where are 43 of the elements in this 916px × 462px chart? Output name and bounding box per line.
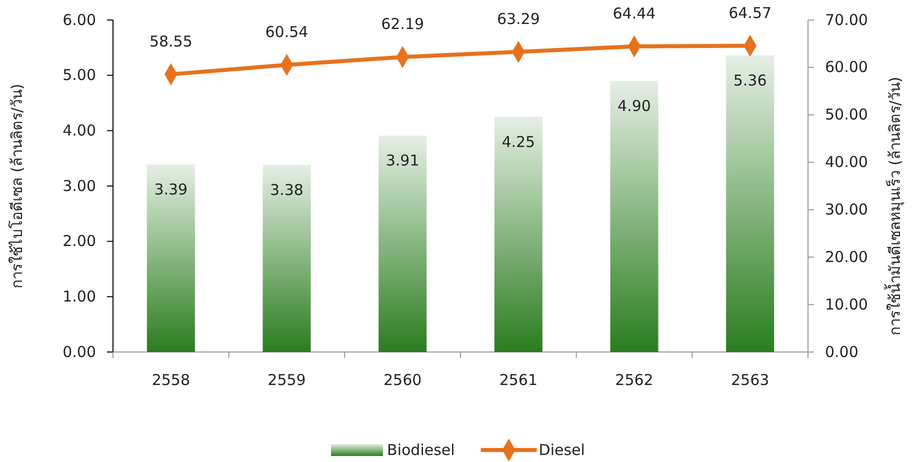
bar: [494, 116, 542, 352]
data-label: 4.25: [502, 132, 536, 151]
y-tick-label: 4.00: [62, 121, 96, 140]
x-tick-label: 2563: [730, 371, 770, 389]
x-tick-label: 2558: [152, 371, 190, 389]
y-tick-label: 0.00: [62, 342, 96, 361]
y2-tick-label: 0.00: [825, 342, 858, 361]
data-label: 3.91: [386, 152, 420, 170]
bar: [146, 164, 195, 352]
y-tick-label: 5.00: [62, 66, 96, 84]
data-label: 4.90: [618, 96, 651, 115]
data-label: 63.29: [496, 10, 540, 28]
y2-tick-label: 10.00: [825, 295, 868, 314]
data-label: 5.36: [733, 71, 767, 90]
legend-label: Biodiesel: [387, 441, 455, 459]
data-label: 64.57: [728, 4, 772, 22]
data-label: 60.54: [265, 22, 308, 41]
y2-tick-label: 60.00: [825, 58, 868, 76]
y-axis-title: การใช้ไบโอดีเซล (ล้านลิตร/วัน): [8, 84, 26, 288]
y2-axis-title: การใช้น้ำมันดีเซลหมุนเร็ว (ล้านลิตร/วัน): [884, 76, 905, 336]
x-tick-label: 2560: [383, 371, 422, 389]
y2-tick-label: 50.00: [825, 106, 868, 124]
x-tick-label: 2559: [268, 371, 306, 389]
x-tick-label: 2562: [615, 371, 654, 389]
bar: [610, 80, 658, 352]
y-tick-label: 3.00: [62, 176, 96, 195]
bar: [262, 164, 311, 352]
y2-tick-label: 70.00: [825, 10, 868, 29]
y2-tick-label: 40.00: [825, 153, 868, 172]
y-tick-label: 6.00: [62, 10, 96, 29]
y2-tick-label: 20.00: [825, 248, 868, 266]
data-label: 64.44: [612, 4, 656, 22]
y2-tick-label: 30.00: [825, 200, 868, 219]
bar: [726, 55, 774, 352]
legend-label: Diesel: [538, 441, 585, 459]
data-label: 3.38: [270, 180, 304, 199]
data-label: 62.19: [381, 15, 424, 34]
y-tick-label: 2.00: [62, 232, 96, 250]
data-label: 58.55: [149, 32, 192, 50]
x-tick-label: 2561: [499, 371, 538, 389]
bar: [378, 136, 427, 352]
y-tick-label: 1.00: [62, 287, 96, 306]
data-label: 3.39: [154, 180, 188, 198]
